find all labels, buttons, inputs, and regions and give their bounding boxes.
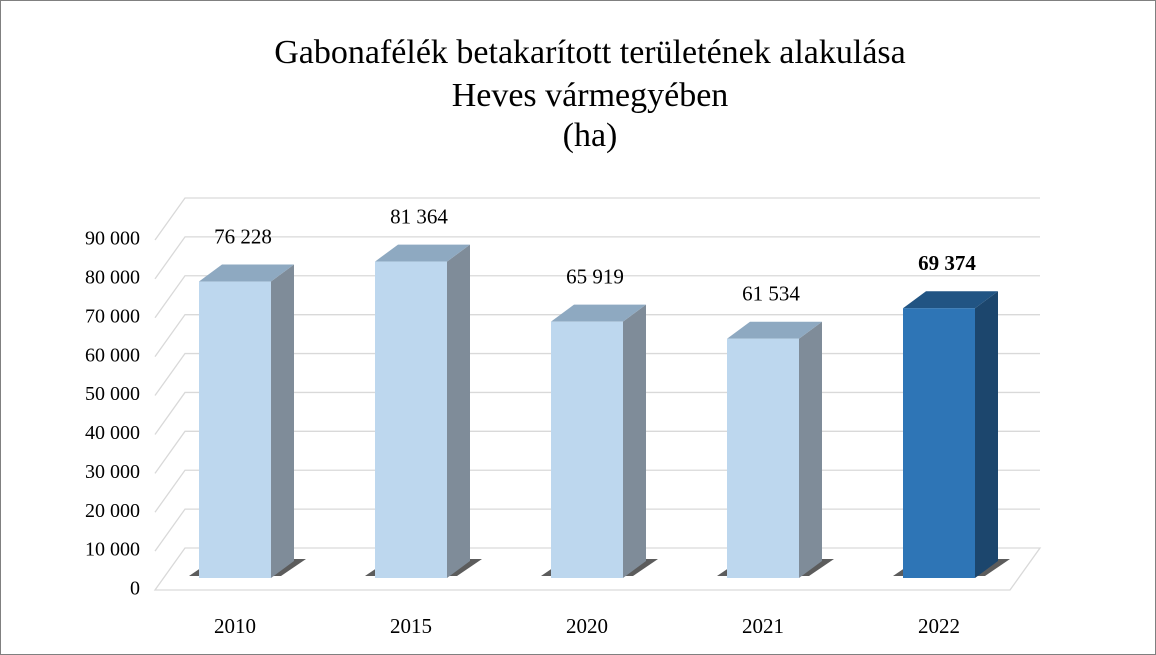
grid-line xyxy=(154,197,1040,241)
grid-line xyxy=(154,275,1040,319)
bar xyxy=(903,308,975,578)
bar-top xyxy=(727,321,822,339)
bar-side xyxy=(271,264,294,578)
bar-side xyxy=(623,304,646,578)
bar-top xyxy=(903,291,998,309)
y-tick-label: 70 000 xyxy=(85,305,140,327)
y-tick-label: 0 xyxy=(130,578,140,600)
bar xyxy=(727,338,799,578)
x-tick-label: 2015 xyxy=(390,614,432,638)
floor xyxy=(153,547,1042,591)
bar-side xyxy=(799,321,822,578)
data-label: 76 228 xyxy=(214,224,272,248)
y-tick-label: 30 000 xyxy=(85,461,140,483)
y-tick-label: 20 000 xyxy=(85,500,140,522)
bar xyxy=(375,261,447,578)
y-tick-label: 40 000 xyxy=(85,422,140,444)
grid-line xyxy=(154,236,1040,280)
bar-side xyxy=(447,244,470,578)
data-label: 81 364 xyxy=(390,204,448,228)
bar-side xyxy=(975,291,998,578)
y-tick-label: 10 000 xyxy=(85,539,140,561)
x-tick-label: 2010 xyxy=(214,614,256,638)
y-tick-label: 50 000 xyxy=(85,383,140,405)
data-label: 69 374 xyxy=(918,251,976,275)
grid-line xyxy=(154,314,1040,358)
data-label: 61 534 xyxy=(742,282,800,306)
x-tick-label: 2021 xyxy=(742,614,784,638)
x-tick-label: 2022 xyxy=(918,614,960,638)
data-label: 65 919 xyxy=(566,264,624,288)
y-tick-label: 90 000 xyxy=(85,228,140,250)
x-tick-label: 2020 xyxy=(566,614,608,638)
bar-top xyxy=(375,244,470,262)
bar-top xyxy=(199,264,294,282)
y-tick-label: 60 000 xyxy=(85,344,140,366)
y-tick-label: 80 000 xyxy=(85,266,140,288)
bar xyxy=(199,281,271,578)
bar xyxy=(551,321,623,578)
chart-title: Gabonafélék betakarított területének ala… xyxy=(274,34,906,71)
chart-title: Heves vármegyében xyxy=(452,77,729,114)
bar-top xyxy=(551,304,646,322)
chart-title: (ha) xyxy=(563,117,618,154)
